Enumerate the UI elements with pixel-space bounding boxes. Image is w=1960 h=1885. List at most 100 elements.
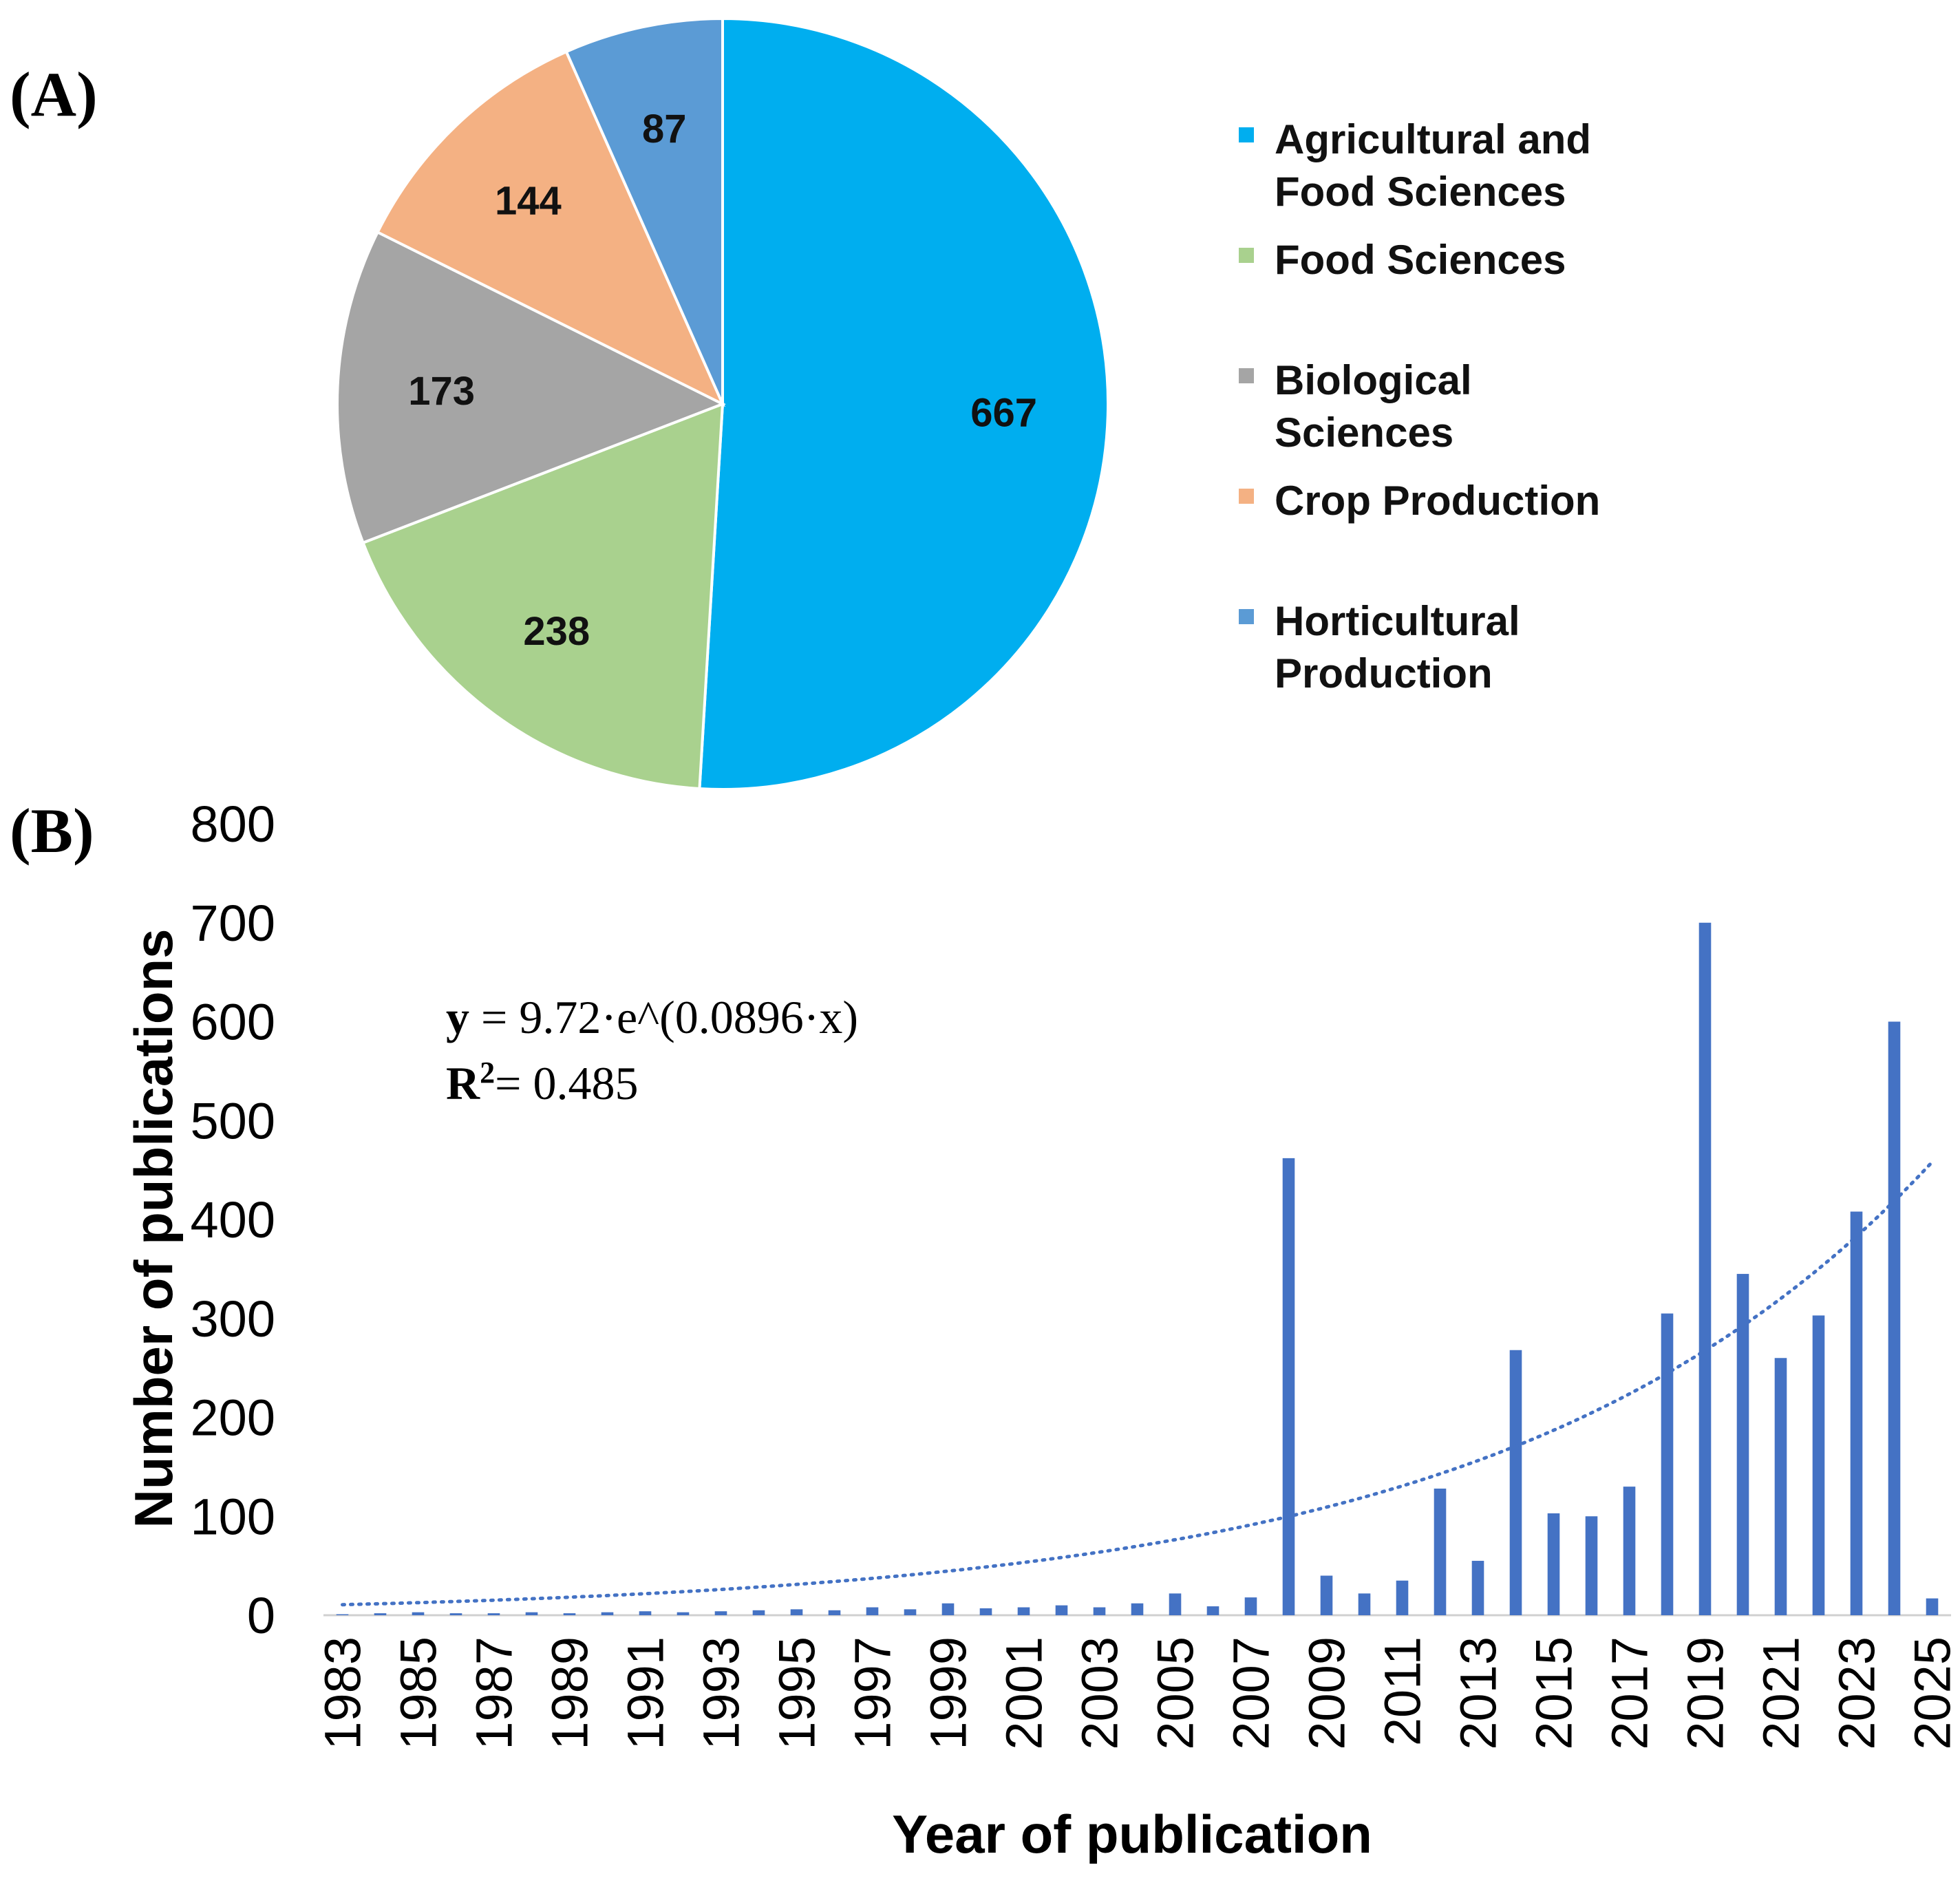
r2-letter: R [446,1057,480,1109]
equation-y: y [446,991,469,1043]
bar-2005 [1169,1593,1182,1616]
bar-2007 [1244,1597,1257,1616]
y-tick-500: 500 [191,1092,275,1149]
trendline-equation: y = 9.72·e^(0.0896·x) [446,991,858,1043]
x-tick-1991: 1991 [617,1637,674,1750]
y-tick-0: 0 [247,1587,275,1644]
pie-label-food-sciences: 238 [523,609,590,654]
bar-1998 [904,1609,917,1616]
bar-2019 [1698,922,1712,1615]
exponential-trendline [341,1160,1934,1607]
pie-slice-biological-sciences [336,230,726,545]
x-tick-2003: 2003 [1072,1637,1129,1750]
legend-swatch-crop-production [1239,489,1254,504]
y-tick-400: 400 [191,1191,275,1248]
x-tick-1999: 1999 [920,1637,977,1750]
x-axis-title: Year of publication [892,1804,1372,1864]
x-tick-2011: 2011 [1374,1637,1431,1746]
bar-2021 [1774,1358,1787,1615]
bar-2002 [1055,1605,1068,1616]
x-tick-2025: 2025 [1904,1637,1960,1750]
bar-1985 [412,1612,425,1615]
legend-label-food-sciences: Food Sciences [1275,237,1566,283]
bar-1984 [374,1613,387,1616]
bar-2024 [1888,1021,1901,1615]
bar-1993 [714,1611,727,1615]
panel-b-label: (B) [10,796,94,866]
pie-slice-food-sciences [361,402,725,791]
bar-1995 [790,1609,803,1616]
legend-label-horticultural-production: Production [1275,650,1493,696]
bar-1989 [563,1613,576,1616]
y-tick-800: 800 [191,796,275,853]
bar-1997 [866,1607,879,1615]
bar-2001 [1017,1607,1030,1615]
bar-1994 [752,1610,765,1615]
x-tick-labels: 1983 1985 1987 1989 1991 1993 1995 1997 1999 2001… [315,1637,1960,1750]
legend-label-agricultural-and-food-sciences: Food Sciences [1275,169,1566,215]
bar-2016 [1585,1516,1598,1615]
y-tick-600: 600 [191,994,275,1051]
pie-slice-labels: 667 238 173 144 87 [408,107,1037,654]
legend-label-biological-sciences: Sciences [1275,409,1453,456]
r2-superscript: 2 [480,1056,495,1089]
bar-2004 [1131,1603,1144,1615]
x-tick-1993: 1993 [693,1637,750,1750]
bars [336,922,1939,1616]
legend-label-agricultural-and-food-sciences: Agricultural and [1275,116,1591,162]
panel-a-label: (A) [10,59,98,129]
legend-label-horticultural-production: Horticultural [1275,598,1520,644]
bar-2011 [1396,1580,1409,1615]
bar-1999 [941,1603,955,1615]
pie-label-horticultural-production: 87 [642,107,687,151]
bar-2006 [1206,1606,1219,1615]
y-axis-title: Number of publications [123,928,184,1528]
bar-2000 [979,1608,992,1615]
y-tick-200: 200 [191,1389,275,1447]
x-tick-2015: 2015 [1526,1637,1583,1750]
legend-swatch-biological-sciences [1239,368,1254,383]
x-tick-2009: 2009 [1299,1637,1356,1750]
x-tick-2007: 2007 [1223,1637,1280,1750]
bar-1986 [449,1613,462,1616]
bar-1991 [639,1611,652,1615]
y-tick-labels: 0 100 200 300 400 500 600 700 800 [191,796,275,1644]
x-tick-1983: 1983 [315,1637,372,1750]
pie-legend: Agricultural and Food Sciences Food Scienc… [1239,116,1600,696]
bar-2020 [1736,1274,1749,1615]
bar-2014 [1509,1350,1522,1615]
bar-2013 [1471,1560,1484,1615]
x-tick-2005: 2005 [1147,1637,1204,1750]
x-tick-1995: 1995 [769,1637,826,1750]
bar-2012 [1434,1489,1447,1615]
bar-2009 [1320,1575,1333,1615]
bar-1990 [601,1612,614,1615]
legend-swatch-agricultural-and-food-sciences [1239,127,1254,142]
bar-2008 [1282,1158,1295,1616]
legend-label-crop-production: Crop Production [1275,478,1600,524]
pie-label-crop-production: 144 [495,179,562,224]
bar-2018 [1661,1313,1674,1615]
bar-1996 [828,1610,841,1615]
bar-1987 [487,1613,500,1616]
r2-value: = 0.485 [495,1057,638,1109]
pie-slice-horticultural-production [564,17,724,405]
pie-label-agricultural-and-food-sciences: 667 [970,390,1037,435]
y-tick-100: 100 [191,1488,275,1545]
legend-swatch-food-sciences [1239,248,1254,263]
x-tick-2019: 2019 [1677,1637,1734,1750]
pie-slice-agricultural-and-food-sciences [698,17,1109,791]
x-tick-2017: 2017 [1601,1637,1659,1750]
bar-1992 [677,1612,690,1615]
x-tick-1989: 1989 [542,1637,599,1750]
bar-2025 [1926,1598,1939,1615]
bar-2017 [1623,1487,1636,1616]
bar-2023 [1850,1211,1863,1615]
pie-chart [336,17,1109,791]
y-tick-300: 300 [191,1290,275,1348]
trendline-r-squared: R2= 0.485 [446,1056,638,1109]
pie-label-biological-sciences: 173 [408,369,475,414]
bar-2010 [1358,1593,1371,1616]
legend-label-biological-sciences: Biological [1275,357,1472,403]
